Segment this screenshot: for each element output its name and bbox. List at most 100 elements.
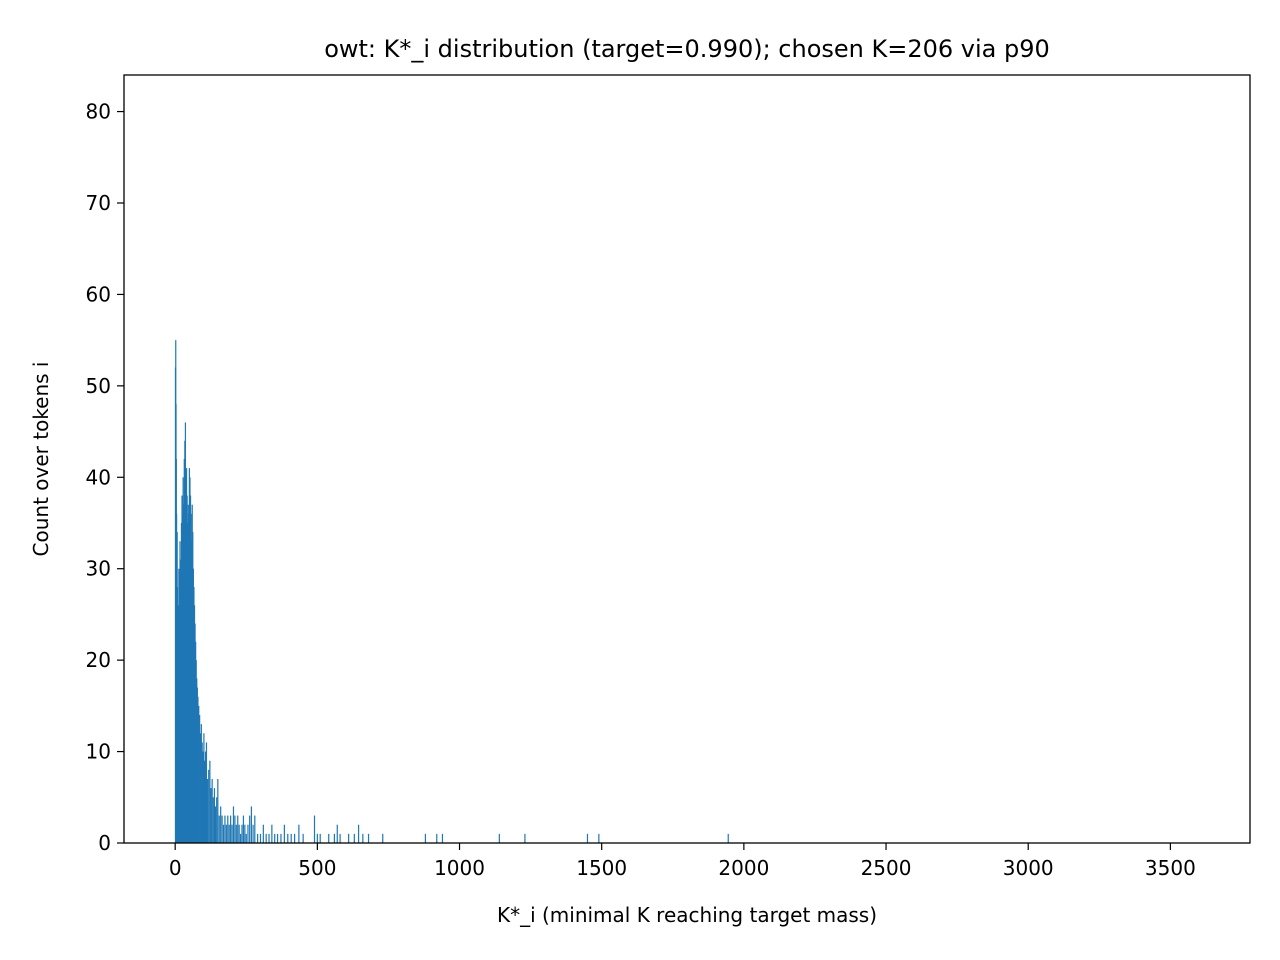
bar [313, 815, 316, 843]
bar [353, 833, 355, 843]
bar [199, 733, 202, 843]
x-tick-label: 2000 [718, 856, 769, 880]
bar [214, 806, 217, 843]
bar [217, 779, 219, 843]
bar [221, 815, 223, 843]
bar [357, 824, 360, 843]
bar [213, 788, 216, 843]
bar [316, 833, 318, 843]
bar [238, 824, 240, 843]
bar [218, 815, 220, 843]
bar [298, 824, 300, 843]
bar [252, 824, 254, 843]
bars-group [174, 340, 729, 843]
bar [328, 833, 330, 843]
y-tick-label: 60 [86, 282, 111, 306]
bar [280, 833, 282, 843]
bar [210, 788, 212, 843]
y-tick-label: 70 [86, 191, 111, 215]
x-axis-label: K*_i (minimal K reaching target mass) [497, 903, 877, 927]
bar [294, 833, 296, 843]
bar [231, 824, 233, 843]
bar [230, 815, 232, 843]
bar [208, 769, 210, 843]
bar [268, 833, 270, 843]
bar [247, 824, 249, 843]
bar [436, 833, 438, 843]
bar [276, 833, 279, 843]
bar [367, 833, 370, 843]
bar [524, 833, 526, 843]
bar [234, 815, 236, 843]
x-ticks-group: 0 500 1000 1500 2000 2500 3000 3500 [169, 843, 1196, 880]
bar [237, 815, 239, 843]
bar [586, 833, 589, 843]
x-tick-label: 0 [169, 856, 182, 880]
bar [336, 824, 338, 843]
bar [319, 833, 321, 843]
bar [598, 833, 600, 843]
plot-frame [123, 74, 1251, 844]
x-tick-label: 1000 [434, 856, 485, 880]
x-tick-label: 3000 [1003, 856, 1054, 880]
x-tick-label: 2500 [861, 856, 912, 880]
bar [339, 833, 341, 843]
bar [235, 824, 237, 843]
y-tick-label: 80 [86, 100, 111, 124]
bar [302, 833, 304, 843]
bar [220, 806, 222, 843]
bar [257, 833, 259, 843]
y-tick-label: 40 [86, 465, 111, 489]
bar [205, 742, 208, 843]
bar [209, 760, 211, 843]
x-tick-label: 500 [298, 856, 336, 880]
x-tick-label: 3500 [1145, 856, 1196, 880]
bar [204, 760, 206, 843]
bar [290, 833, 292, 843]
bar [287, 833, 289, 843]
bar [498, 833, 500, 843]
chart-title: owt: K*_i distribution (target=0.990); c… [324, 35, 1050, 63]
bar [274, 833, 276, 843]
bar [239, 833, 242, 843]
bar [245, 833, 247, 843]
bar [241, 824, 243, 843]
bar [222, 824, 225, 843]
bar [211, 779, 213, 843]
bar [202, 751, 204, 843]
bar [242, 815, 245, 843]
x-tick-label: 1500 [576, 856, 627, 880]
bar [348, 833, 350, 843]
y-tick-label: 20 [86, 648, 111, 672]
y-tick-label: 0 [98, 831, 111, 855]
bar [216, 797, 218, 843]
y-tick-label: 50 [86, 374, 111, 398]
bar [441, 833, 444, 843]
bar [259, 833, 262, 843]
y-tick-label: 30 [86, 557, 111, 581]
bar [362, 833, 364, 843]
bar [198, 705, 200, 843]
bar [225, 824, 227, 843]
bar [333, 833, 336, 843]
bar [232, 806, 235, 843]
bar [201, 742, 203, 843]
bar [228, 824, 230, 843]
bar [424, 833, 426, 843]
bar [203, 733, 205, 843]
bar [249, 815, 251, 843]
bar [199, 715, 201, 843]
bar [227, 815, 229, 843]
y-ticks-group: 0 10 20 30 40 50 60 70 80 [86, 100, 124, 855]
bar [200, 724, 202, 843]
bar [224, 815, 226, 843]
y-axis-label: Count over tokens i [29, 362, 53, 557]
bar [262, 824, 264, 843]
bar [207, 779, 209, 843]
bar [250, 806, 252, 843]
bar [197, 696, 199, 843]
bar [283, 824, 285, 843]
bar [265, 833, 267, 843]
bar [212, 797, 214, 843]
